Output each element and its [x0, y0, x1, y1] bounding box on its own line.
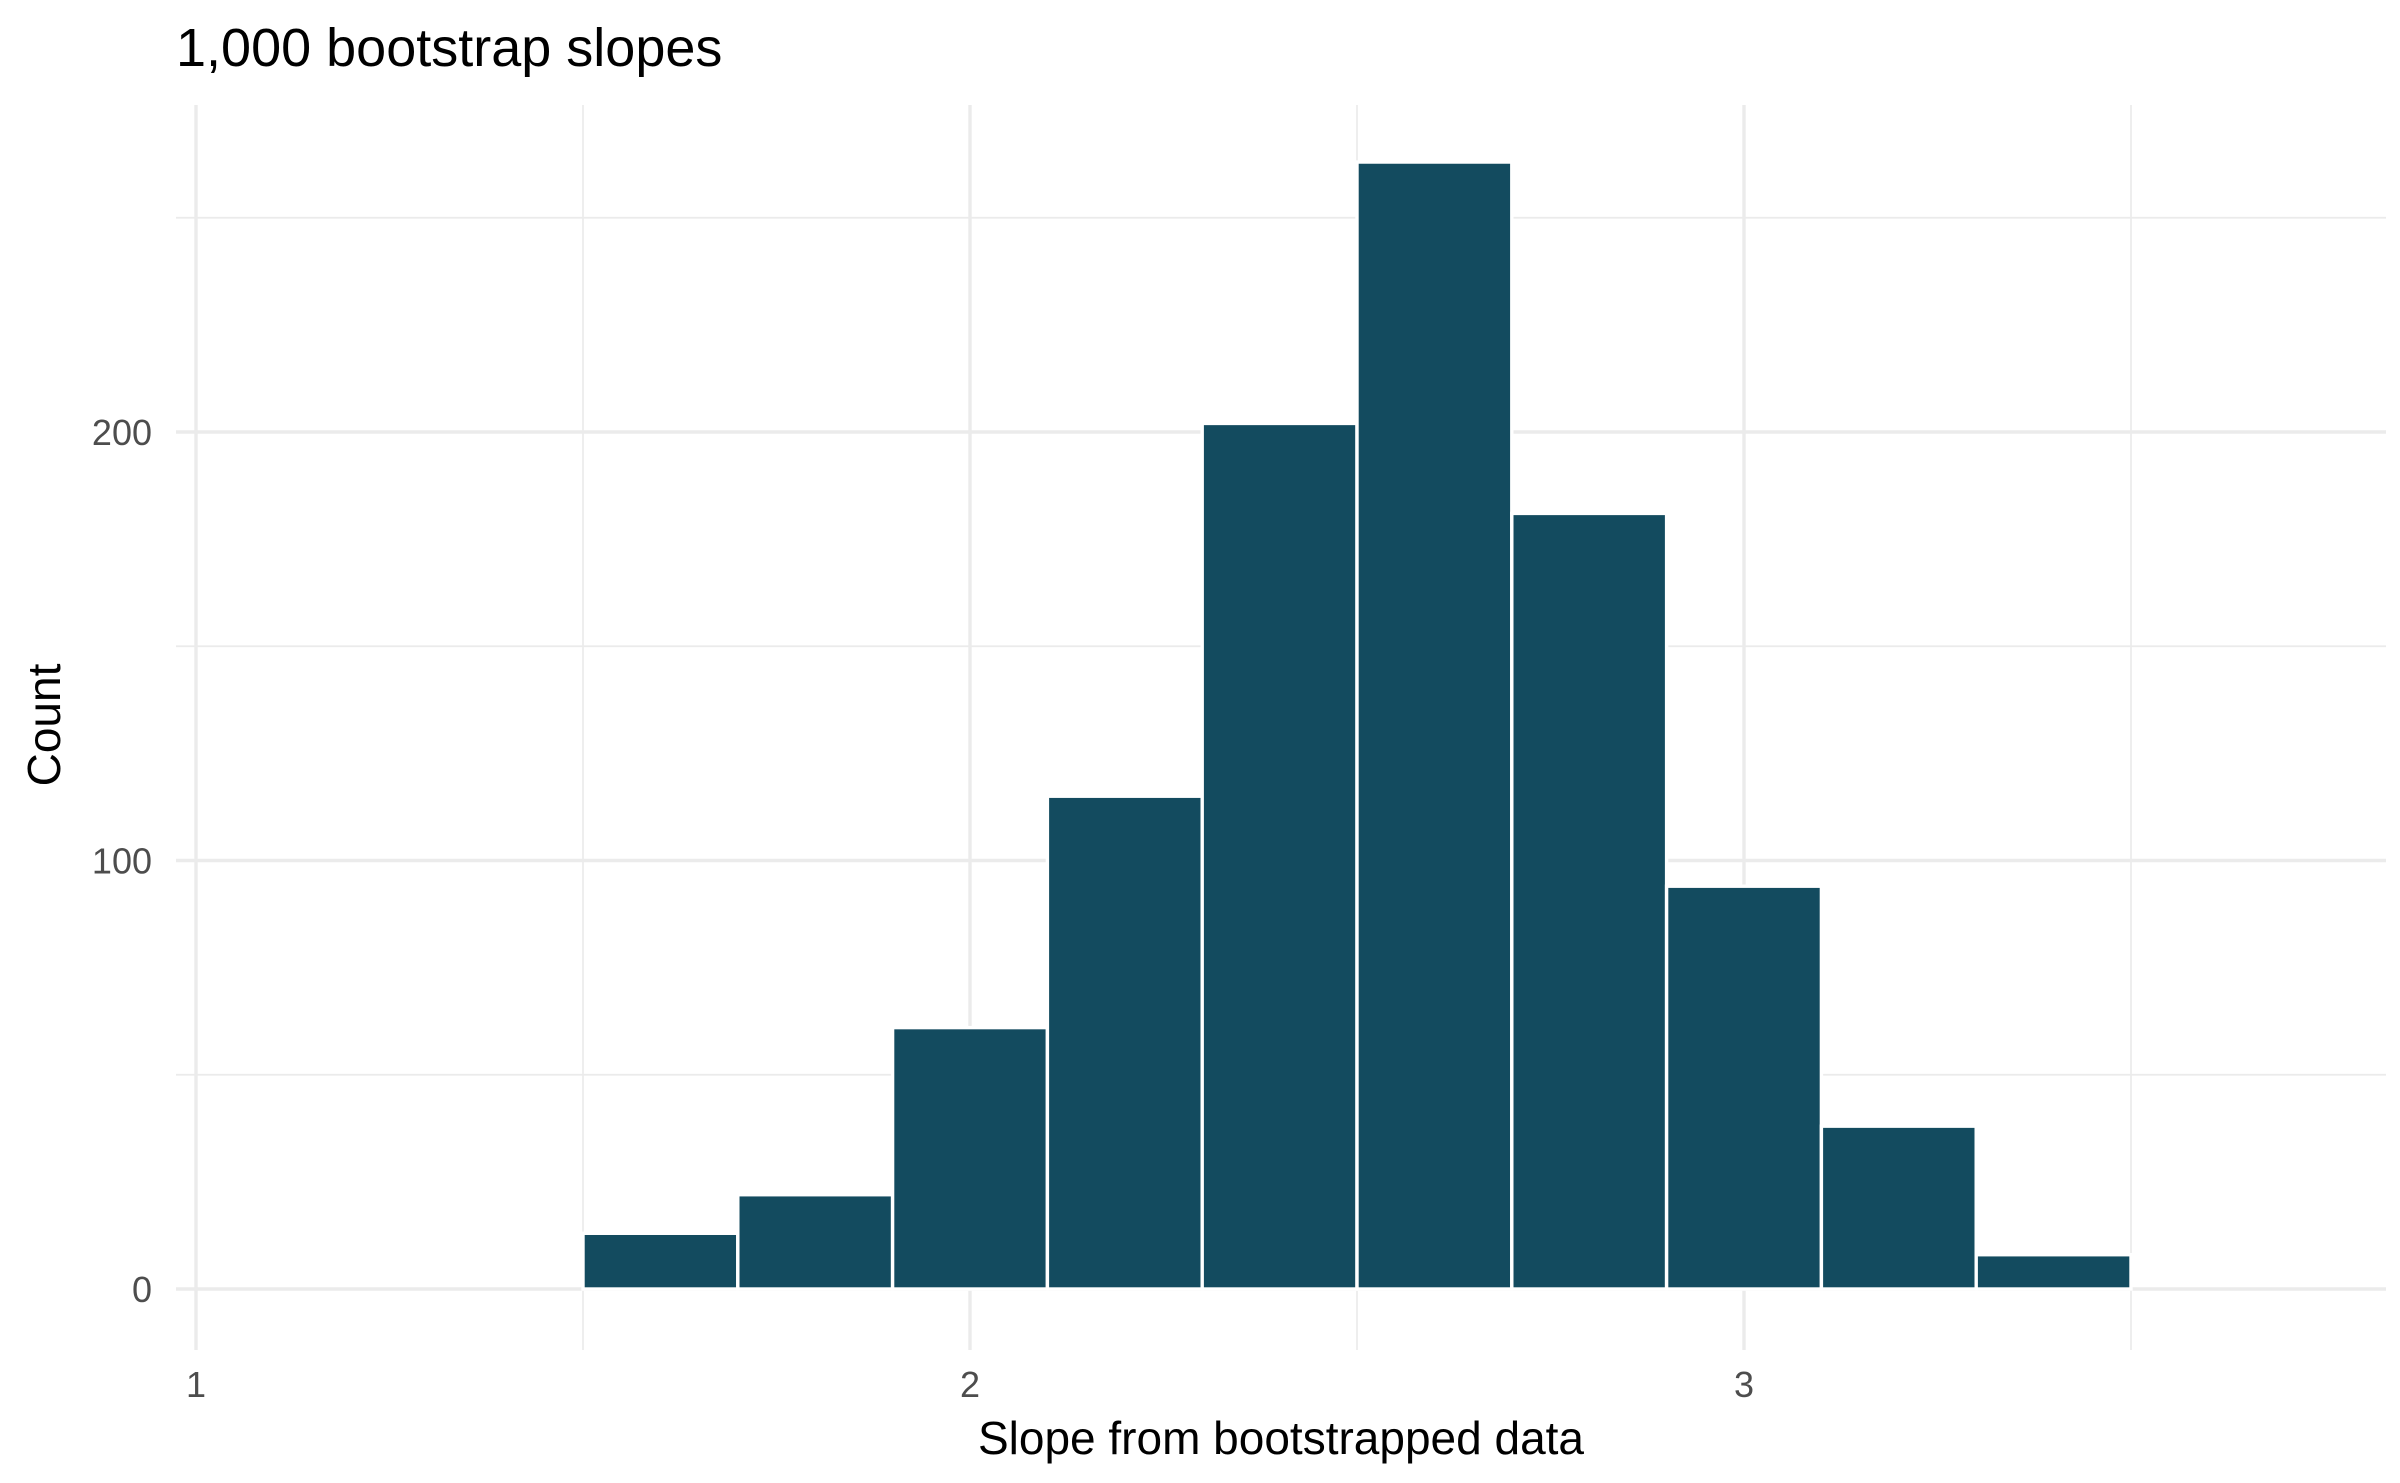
histogram-bar [1819, 1124, 1978, 1291]
tick-labels: 1 2 3 0 100 200 [92, 412, 1754, 1405]
histogram-bar [1664, 884, 1824, 1291]
histogram-bar [1045, 794, 1204, 1291]
x-axis-title: Slope from bootstrapped data [978, 1412, 1584, 1464]
bars-layer [581, 160, 2133, 1291]
y-tick-label: 200 [92, 412, 152, 453]
histogram-bar [1974, 1253, 2133, 1291]
x-tick-label: 1 [186, 1364, 206, 1405]
x-tick-label: 3 [1734, 1364, 1754, 1405]
chart-title: 1,000 bootstrap slopes [176, 18, 722, 78]
y-tick-label: 100 [92, 841, 152, 882]
histogram-bar [1510, 511, 1669, 1291]
x-tick-label: 2 [960, 1364, 980, 1405]
histogram-bar [581, 1231, 740, 1291]
histogram-bar [1355, 160, 1514, 1291]
histogram-bar [890, 1025, 1050, 1291]
y-tick-label: 0 [132, 1269, 152, 1310]
histogram-bar [1200, 421, 1359, 1291]
y-axis-title: Count [18, 663, 70, 786]
histogram-bar [736, 1193, 895, 1291]
